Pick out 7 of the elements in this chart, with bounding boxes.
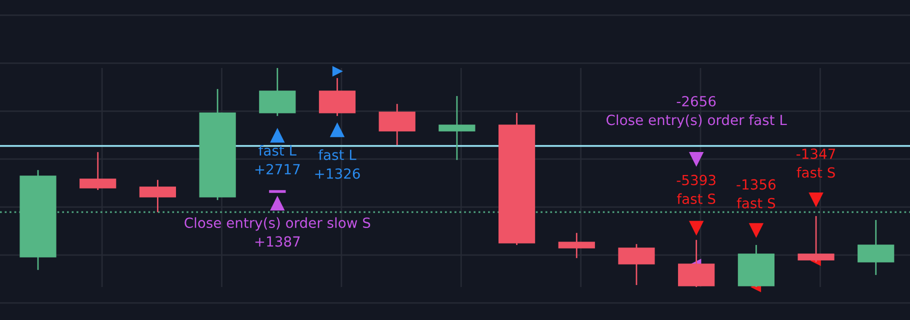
annotation: -5393 fast S: [676, 174, 716, 204]
annotation: -1356 fast S: [736, 179, 776, 208]
annotation: fast L +2717: [255, 144, 300, 174]
annotation: -2656 Close entry(s) order fast L: [606, 96, 787, 128]
annotation: fast L +1326: [315, 149, 360, 179]
annotation: -1347 fast S: [796, 148, 836, 178]
annotation: Close entry(s) order slow S +1387: [184, 217, 370, 247]
